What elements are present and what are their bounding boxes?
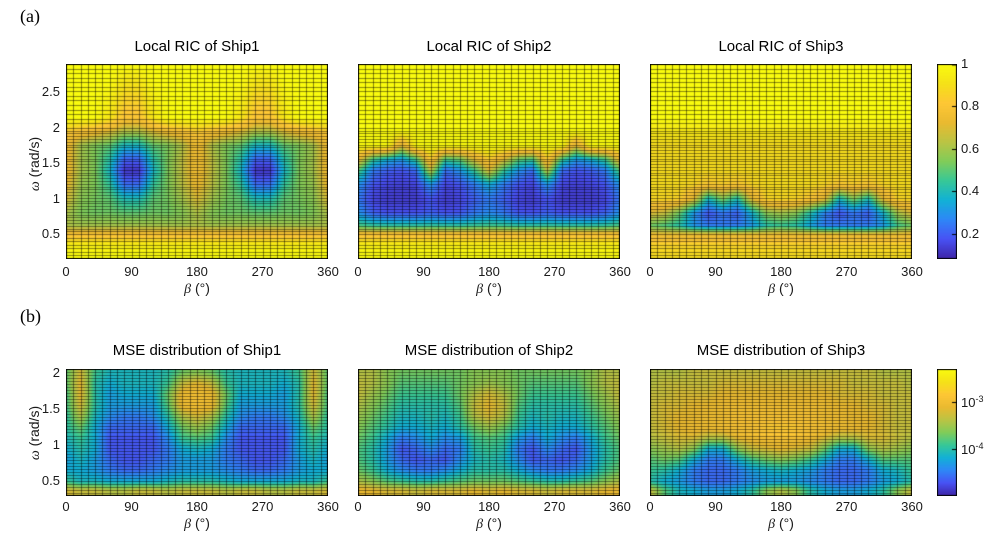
y-tick-label: 0.5 xyxy=(41,226,60,242)
heatmap-canvas-b1 xyxy=(66,369,328,496)
x-tick-label: 360 xyxy=(609,264,631,279)
chart-title-a3: Local RIC of Ship3 xyxy=(718,38,844,55)
colorbar-tick-label: 0.8 xyxy=(961,98,980,114)
heatmap-canvas-a1 xyxy=(66,64,328,259)
x-tick-label: 270 xyxy=(835,499,858,514)
x-tick-label: 90 xyxy=(708,499,723,514)
beta-symbol: β xyxy=(476,282,484,297)
x-axis-ticks-b2: 0 90 180 270 360 xyxy=(354,499,630,515)
beta-symbol: β xyxy=(768,282,776,297)
colorbar-tick-label: 0.4 xyxy=(961,183,980,199)
x-axis-label-b2: β (°) xyxy=(358,515,620,533)
colorbar-tick-exponent: -3 xyxy=(975,393,984,404)
x-tick-label: 180 xyxy=(770,499,792,514)
x-tick-label: 180 xyxy=(770,264,792,279)
chart-title-b3: MSE distribution of Ship3 xyxy=(696,342,866,359)
y-tick-label: 2 xyxy=(52,364,60,380)
x-tick-label: 0 xyxy=(354,499,362,514)
heatmap-canvas-a3 xyxy=(650,64,912,259)
x-tick-label: 0 xyxy=(354,264,362,279)
x-axis-label-b3: β (°) xyxy=(650,515,912,533)
x-tick-label: 270 xyxy=(251,499,274,514)
beta-symbol: β xyxy=(184,282,192,297)
x-tick-label: 90 xyxy=(124,264,139,279)
colorbar-tick-label: 1 xyxy=(961,56,969,71)
x-tick-label: 360 xyxy=(317,264,339,279)
x-axis-ticks-a2: 0 90 180 270 360 xyxy=(354,264,630,280)
x-axis-label-a2: β (°) xyxy=(358,280,620,298)
x-tick-label: 90 xyxy=(416,499,431,514)
y-tick-label: 1 xyxy=(52,190,60,206)
y-tick-label: 1.5 xyxy=(41,400,60,416)
y-tick-label: 2.5 xyxy=(41,84,60,100)
x-tick-label: 180 xyxy=(478,499,500,514)
x-tick-label: 180 xyxy=(186,499,208,514)
beta-units: (°) xyxy=(191,280,210,296)
y-tick-label: 1 xyxy=(52,437,60,453)
x-axis-ticks-a1: 0 90 180 270 360 xyxy=(62,264,338,280)
x-tick-label: 90 xyxy=(416,264,431,279)
beta-units: (°) xyxy=(191,515,210,531)
omega-symbol: ω xyxy=(28,181,43,192)
x-tick-label: 360 xyxy=(317,499,339,514)
x-tick-label: 0 xyxy=(62,499,70,514)
beta-symbol: β xyxy=(768,517,776,532)
x-tick-label: 0 xyxy=(646,264,654,279)
colorbar-tick-exponent: -4 xyxy=(975,440,984,451)
chart-title-b2: MSE distribution of Ship2 xyxy=(404,342,574,359)
beta-units: (°) xyxy=(775,280,794,296)
x-tick-label: 180 xyxy=(186,264,208,279)
beta-units: (°) xyxy=(775,515,794,531)
x-tick-label: 270 xyxy=(543,499,566,514)
x-axis-ticks-a3: 0 90 180 270 360 xyxy=(646,264,922,280)
colorbar-tick-label: 0.2 xyxy=(961,225,980,241)
x-axis-label-a3: β (°) xyxy=(650,280,912,298)
x-tick-label: 90 xyxy=(708,264,723,279)
x-axis-ticks-b3: 0 90 180 270 360 xyxy=(646,499,922,515)
heatmap-canvas-b2 xyxy=(358,369,620,496)
x-tick-label: 0 xyxy=(646,499,654,514)
x-axis-label-b1: β (°) xyxy=(66,515,328,533)
colorbar-tick-label: 10-4 xyxy=(961,440,984,457)
chart-title-b1: MSE distribution of Ship1 xyxy=(112,342,282,359)
heatmap-canvas-a2 xyxy=(358,64,620,259)
x-tick-label: 360 xyxy=(901,264,923,279)
panel-b-label: (b) xyxy=(20,306,41,326)
colorbar-b xyxy=(937,369,957,496)
x-tick-label: 0 xyxy=(62,264,70,279)
colorbar-tick-label: 0.6 xyxy=(961,140,980,156)
x-axis-label-a1: β (°) xyxy=(66,280,328,298)
colorbar-tick-label: 10-3 xyxy=(961,393,984,410)
x-tick-label: 270 xyxy=(251,264,274,279)
y-tick-label: 1.5 xyxy=(41,155,60,171)
x-axis-ticks-b1: 0 90 180 270 360 xyxy=(62,499,338,515)
x-tick-label: 180 xyxy=(478,264,500,279)
x-tick-label: 270 xyxy=(543,264,566,279)
colorbar-a xyxy=(937,64,957,259)
chart-title-a2: Local RIC of Ship2 xyxy=(426,38,552,55)
beta-units: (°) xyxy=(483,515,502,531)
beta-symbol: β xyxy=(476,517,484,532)
x-tick-label: 90 xyxy=(124,499,139,514)
y-tick-label: 0.5 xyxy=(41,473,60,489)
panel-a-label: (a) xyxy=(20,6,40,26)
beta-units: (°) xyxy=(483,280,502,296)
beta-symbol: β xyxy=(184,517,192,532)
y-tick-label: 2 xyxy=(52,119,60,135)
x-tick-label: 270 xyxy=(835,264,858,279)
heatmap-canvas-b3 xyxy=(650,369,912,496)
chart-title-a1: Local RIC of Ship1 xyxy=(134,38,260,55)
x-tick-label: 360 xyxy=(609,499,631,514)
x-tick-label: 360 xyxy=(901,499,923,514)
